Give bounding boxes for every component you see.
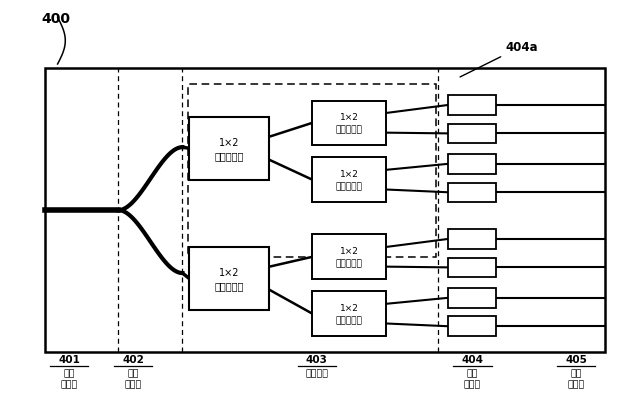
FancyBboxPatch shape [448,288,496,308]
FancyBboxPatch shape [448,230,496,249]
FancyBboxPatch shape [448,258,496,277]
Text: 404: 404 [461,354,483,364]
FancyBboxPatch shape [448,96,496,115]
Text: 404a: 404a [460,40,538,78]
Text: 400: 400 [42,12,70,26]
Text: 401: 401 [58,354,80,364]
Text: スイッチ: スイッチ [305,369,328,377]
FancyBboxPatch shape [312,235,386,279]
Text: 分岐
導波路: 分岐 導波路 [125,369,141,389]
Text: 位相
シフタ: 位相 シフタ [464,369,481,389]
FancyBboxPatch shape [312,101,386,146]
FancyBboxPatch shape [448,317,496,336]
FancyBboxPatch shape [45,69,605,352]
Text: 出力
導波路: 出力 導波路 [568,369,584,389]
Text: 403: 403 [306,354,328,364]
Text: 1×2
光スイッチ: 1×2 光スイッチ [214,267,243,290]
Text: 405: 405 [565,354,587,364]
FancyBboxPatch shape [189,117,269,180]
Text: 1×2
光スイッチ: 1×2 光スイッチ [336,170,362,191]
FancyBboxPatch shape [312,292,386,336]
FancyBboxPatch shape [448,183,496,202]
FancyBboxPatch shape [189,247,269,310]
FancyBboxPatch shape [312,158,386,202]
FancyBboxPatch shape [448,155,496,174]
Text: 入力
導波路: 入力 導波路 [61,369,77,389]
Text: 1×2
光スイッチ: 1×2 光スイッチ [336,303,362,324]
Text: 1×2
光スイッチ: 1×2 光スイッチ [336,113,362,134]
Text: 1×2
光スイッチ: 1×2 光スイッチ [214,137,243,160]
Text: 1×2
光スイッチ: 1×2 光スイッチ [336,247,362,268]
Text: 402: 402 [122,354,144,364]
FancyBboxPatch shape [448,124,496,144]
